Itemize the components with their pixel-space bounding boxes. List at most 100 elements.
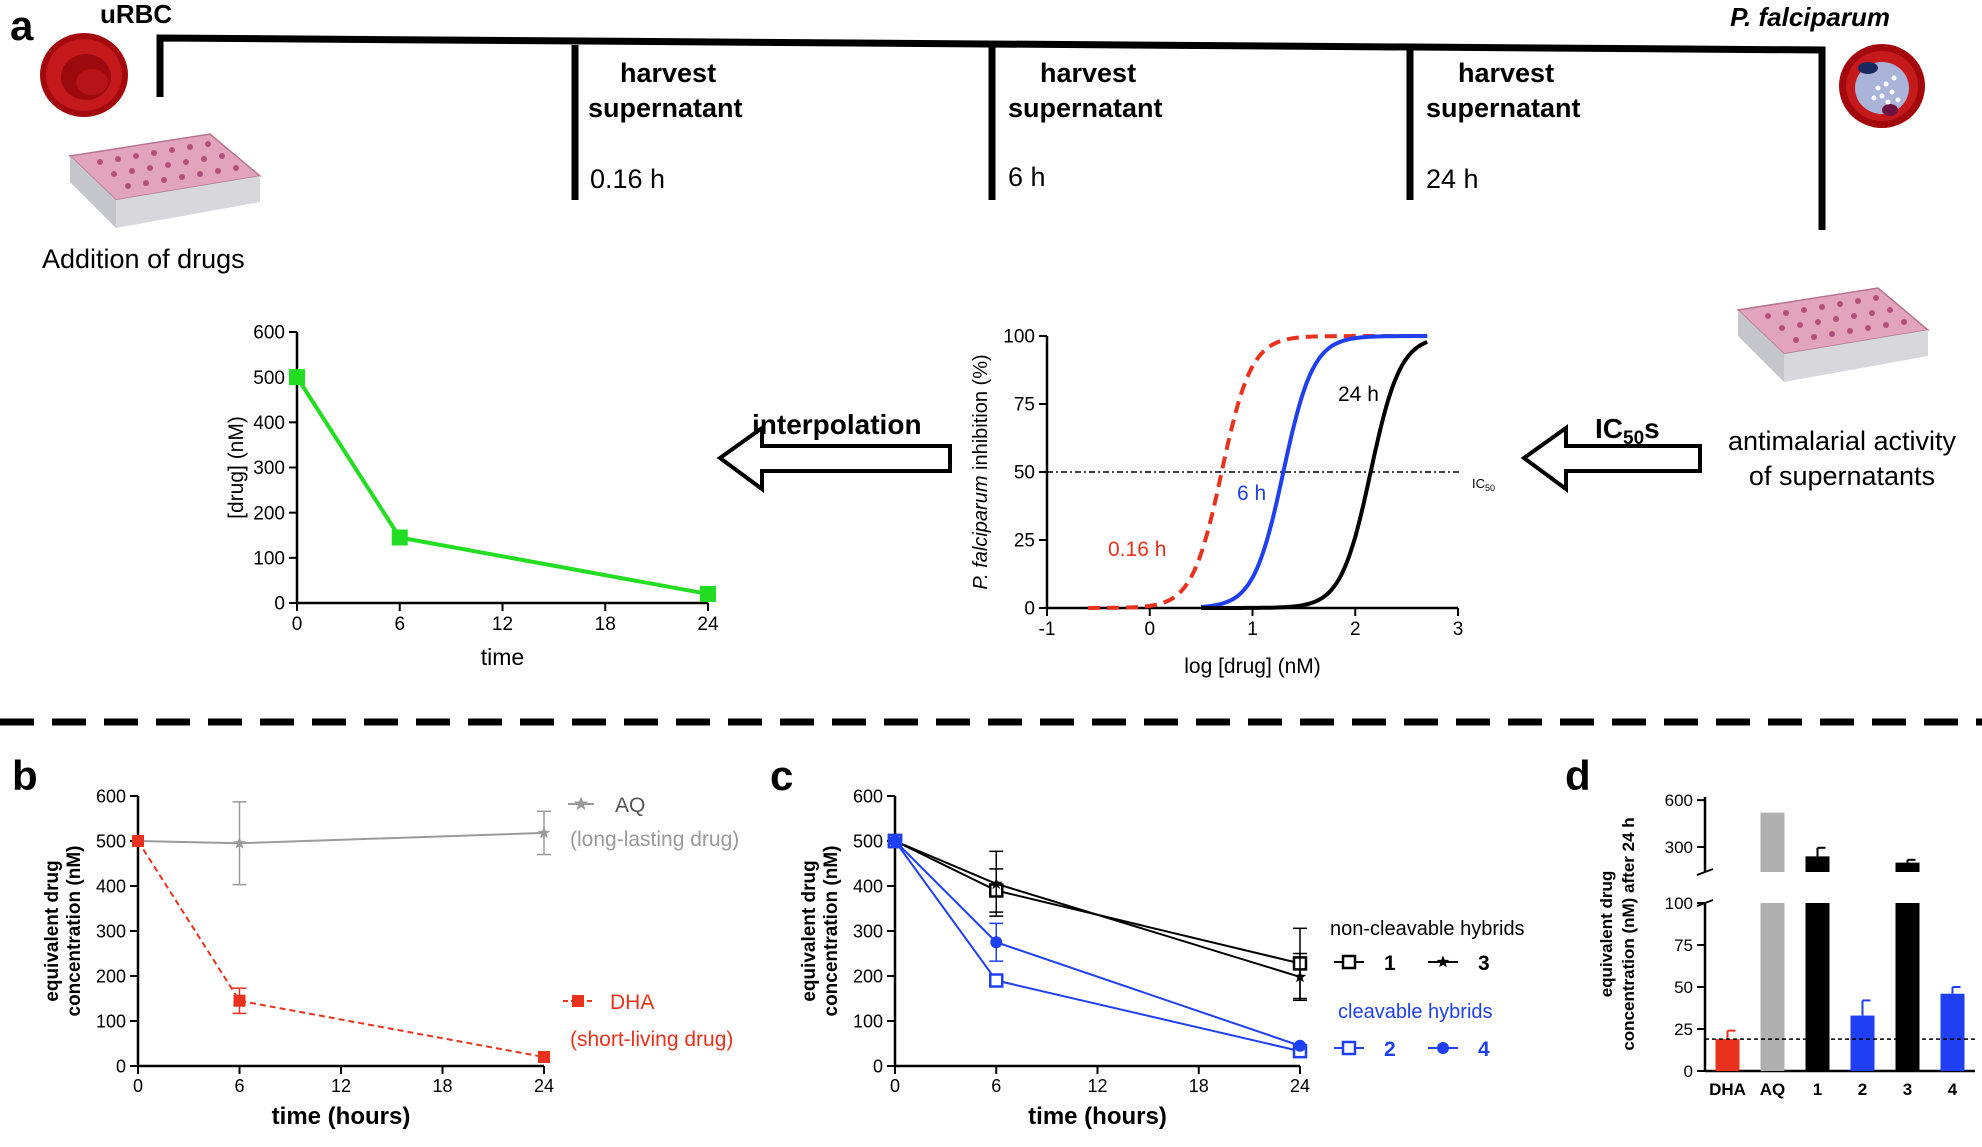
d-bar	[1895, 862, 1920, 872]
chart-c-panel-letter: c	[770, 752, 793, 799]
harvest-label-2: harvest	[1040, 58, 1136, 88]
chart-d: d 0 25 50 75 100 300 600 equivalent drug concentr…	[1565, 752, 1975, 1099]
chart-b-x-tick-label: 24	[534, 1076, 554, 1096]
c-legend-group2: cleavable hybrids	[1338, 1001, 1493, 1023]
chart-b-series-line	[137, 831, 545, 845]
a1-x-tick-label: 18	[595, 614, 616, 635]
c-legend-marker	[1436, 955, 1450, 968]
chart-c-x-tick-label: 18	[1189, 1076, 1209, 1096]
chart-b-x-tick-label: 18	[432, 1076, 452, 1096]
d-x-tick-label: 3	[1903, 1080, 1912, 1099]
a2-curve-label: 24 h	[1338, 383, 1379, 406]
a1-y-axis-label: [drug] (nM)	[225, 416, 248, 519]
chart-c-y-tick-label: 200	[853, 966, 883, 986]
chart-c-series-line	[894, 840, 1301, 1053]
addition-of-drugs-label: Addition of drugs	[42, 244, 245, 274]
d-y-tick-label: 600	[1665, 791, 1693, 810]
b-legend-aq-marker	[573, 796, 589, 811]
a1-data-point	[391, 529, 408, 546]
d-axis-break	[1696, 868, 1714, 876]
d-y-tick-label: 25	[1674, 1020, 1693, 1039]
chart-c-y-tick-label: 100	[853, 1011, 883, 1031]
a2-y-tick-label: 0	[1024, 599, 1035, 620]
c-legend-name: 4	[1478, 1038, 1490, 1061]
c-legend-marker	[1341, 1040, 1357, 1056]
antimalarial-activity-label-1: antimalarial activity	[1728, 426, 1957, 456]
d-y-tick-label: 300	[1665, 838, 1693, 857]
b-legend-aq-note: (long-lasting drug)	[570, 828, 739, 851]
ic50s-label: IC50s	[1595, 413, 1660, 449]
a1-y-tick-label: 0	[274, 594, 285, 615]
d-y-tick-label: 50	[1674, 978, 1693, 997]
a2-x-tick-label: 3	[1453, 619, 1464, 640]
chart-b-y-tick-label: 400	[96, 876, 126, 896]
d-bar	[1850, 1015, 1875, 1071]
chart-c-x-axis-label: time (hours)	[1028, 1103, 1167, 1130]
harvest-time-1: 0.16 h	[590, 164, 665, 194]
chart-b-y-tick-label: 300	[96, 921, 126, 941]
supernatant-label-3: supernatant	[1426, 93, 1581, 123]
c-legend-marker	[1341, 954, 1357, 970]
timeline	[156, 34, 1826, 230]
d-bar	[1940, 993, 1965, 1071]
d-panel-letter: d	[1565, 752, 1591, 799]
chart-b-y-tick-label: 0	[116, 1056, 126, 1076]
a2-y-axis-label: P. falciparum inhibition (%)	[970, 354, 992, 589]
well-plate-icon	[1736, 287, 1930, 382]
a2-curve	[1201, 340, 1428, 610]
chart-c-y-tick-label: 500	[853, 831, 883, 851]
c-legend-group1: non-cleavable hybrids	[1330, 918, 1525, 940]
a2-y-tick-label: 100	[1003, 327, 1035, 348]
interpolation-label: interpolation	[752, 409, 922, 440]
chart-b-series-line	[137, 840, 545, 1058]
a2-x-axis-label: log [drug] (nM)	[1184, 655, 1321, 678]
harvest-time-2: 6 h	[1008, 162, 1046, 192]
chart-c-series-line	[894, 840, 1301, 978]
antimalarial-activity-label-2: of supernatants	[1749, 461, 1935, 491]
chart-b-y-tick-label: 500	[96, 831, 126, 851]
c-legend-marker	[1437, 1042, 1449, 1054]
a1-x-tick-label: 12	[492, 614, 513, 635]
panel-a-letter: a	[10, 2, 34, 49]
d-x-tick-label: 2	[1858, 1080, 1867, 1099]
chart-time-course: 0 6 12 18 24 0 100 200 300 400 500 600 time [drug] (n…	[225, 323, 719, 670]
chart-b-y-axis-label-2: concentration (nM)	[64, 846, 85, 1017]
a2-curve	[1201, 334, 1428, 609]
b-legend-dha-marker	[572, 995, 584, 1007]
chart-c-data-point	[989, 973, 1004, 988]
a1-y-tick-label: 200	[253, 503, 285, 524]
chart-c-y-tick-label: 400	[853, 876, 883, 896]
chart-c-y-axis-label-2: concentration (nM)	[821, 846, 842, 1017]
chart-b-data-point	[537, 826, 551, 839]
d-y-tick-label: 75	[1674, 936, 1693, 955]
chart-b: 0 6 12 18 24 0 100 200 300 400 500 600 b time (hours)…	[12, 752, 739, 1130]
d-bar	[1805, 903, 1830, 1071]
a2-curve-label: 0.16 h	[1108, 538, 1166, 561]
a1-y-tick-label: 100	[253, 548, 285, 569]
d-y-tick-label: 0	[1684, 1062, 1693, 1081]
a1-x-tick-label: 0	[292, 614, 303, 635]
pf-label: P. falciparum	[1730, 2, 1890, 32]
chart-c-y-tick-label: 300	[853, 921, 883, 941]
chart-c-data-point	[990, 877, 1003, 890]
a1-y-tick-label: 300	[253, 458, 285, 479]
chart-b-x-tick-label: 12	[331, 1076, 351, 1096]
chart-c-y-tick-label: 0	[873, 1056, 883, 1076]
supernatant-label-1: supernatant	[588, 93, 743, 123]
infected-red-blood-cell-icon	[1839, 44, 1925, 128]
chart-b-y-tick-label: 600	[96, 786, 126, 806]
chart-c-x-tick-label: 24	[1290, 1076, 1310, 1096]
chart-b-data-point	[233, 836, 246, 849]
interpolation-arrow-icon	[716, 424, 952, 493]
chart-c-data-point	[1293, 970, 1307, 983]
a1-x-tick-label: 24	[697, 614, 719, 635]
c-legend-name: 3	[1478, 952, 1490, 975]
harvest-label-1: harvest	[620, 58, 716, 88]
a1-y-tick-label: 400	[253, 413, 285, 434]
a1-x-axis-label: time	[481, 644, 524, 670]
a2-x-tick-label: -1	[1039, 619, 1056, 640]
d-x-tick-label: AQ	[1760, 1080, 1786, 1099]
